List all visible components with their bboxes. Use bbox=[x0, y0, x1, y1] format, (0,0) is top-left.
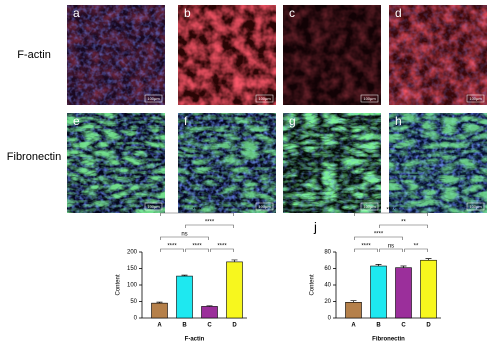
panel-label: b bbox=[184, 6, 191, 20]
significance-bracket bbox=[404, 248, 428, 252]
micrograph-texture bbox=[178, 5, 276, 105]
micrograph-texture bbox=[389, 5, 487, 105]
error-bar bbox=[400, 265, 407, 268]
bar bbox=[370, 265, 387, 319]
y-axis-label: Content bbox=[116, 274, 122, 295]
panel-label: h bbox=[395, 114, 402, 128]
y-tick-label: 100 bbox=[127, 283, 138, 289]
scale-bar-box bbox=[144, 94, 163, 103]
significance-label: **** bbox=[192, 244, 202, 250]
panel-label: g bbox=[289, 114, 296, 128]
micrograph-texture bbox=[283, 5, 381, 105]
x-tick-label: A bbox=[351, 323, 356, 329]
scale-bar-box bbox=[144, 202, 163, 211]
error-bar bbox=[231, 259, 238, 262]
bar bbox=[420, 259, 437, 319]
bar bbox=[226, 261, 243, 319]
scale-bar-label: 100μm bbox=[363, 96, 376, 101]
significance-bracket bbox=[354, 248, 378, 252]
significance-label: ** bbox=[414, 244, 419, 250]
x-tick-label: B bbox=[376, 323, 381, 329]
significance-label: ns bbox=[181, 232, 187, 238]
row-label: Fibronectin bbox=[7, 151, 61, 163]
micrograph-texture bbox=[67, 113, 165, 213]
micrograph-texture bbox=[67, 5, 165, 105]
scale-bar-label: 100μm bbox=[363, 204, 376, 209]
scale-bar-label: 100μm bbox=[469, 204, 482, 209]
error-bar bbox=[156, 301, 163, 304]
significance-bracket bbox=[160, 212, 234, 216]
y-tick-label: 20 bbox=[324, 299, 331, 305]
significance-bracket bbox=[210, 248, 234, 252]
significance-bracket bbox=[160, 248, 184, 252]
y-tick-label: 40 bbox=[324, 283, 331, 289]
significance-label: **** bbox=[192, 208, 202, 214]
error-bar bbox=[375, 264, 382, 267]
error-bar bbox=[350, 300, 357, 303]
y-tick-label: 150 bbox=[127, 266, 138, 272]
micrograph-texture bbox=[283, 113, 381, 213]
significance-bracket bbox=[379, 248, 403, 252]
panel-label: j bbox=[313, 219, 317, 234]
x-tick-label: C bbox=[401, 323, 406, 329]
bar bbox=[395, 267, 412, 319]
scale-bar-label: 100μm bbox=[147, 204, 160, 209]
scale-bar-label: 100μm bbox=[258, 96, 271, 101]
panel-label: e bbox=[73, 114, 80, 128]
scale-bar-box bbox=[466, 94, 485, 103]
significance-label: **** bbox=[217, 244, 227, 250]
x-axis-label: Fibronectin bbox=[372, 337, 405, 343]
bar bbox=[345, 302, 362, 319]
bar bbox=[176, 275, 193, 319]
x-tick-label: A bbox=[157, 323, 162, 329]
error-bar bbox=[425, 258, 432, 261]
scale-bar-label: 100μm bbox=[469, 96, 482, 101]
scale-bar-label: 100μm bbox=[147, 96, 160, 101]
significance-label: **** bbox=[386, 208, 396, 214]
panel-label: a bbox=[73, 6, 80, 20]
y-tick-label: 60 bbox=[324, 266, 331, 272]
y-tick-label: 50 bbox=[130, 299, 137, 305]
significance-bracket bbox=[379, 224, 428, 228]
scale-bar-box bbox=[255, 94, 274, 103]
error-bar bbox=[181, 274, 188, 277]
x-tick-label: C bbox=[207, 323, 212, 329]
y-tick-label: 0 bbox=[134, 316, 138, 322]
x-axis-label: F-actin bbox=[185, 337, 205, 343]
scale-bar-box bbox=[255, 202, 274, 211]
y-tick-label: 80 bbox=[324, 250, 331, 256]
row-label: F-actin bbox=[17, 49, 51, 61]
y-tick-label: 0 bbox=[328, 316, 332, 322]
significance-bracket bbox=[185, 224, 234, 228]
bar bbox=[201, 306, 218, 319]
scale-bar-box bbox=[360, 94, 379, 103]
significance-label: **** bbox=[167, 244, 177, 250]
scale-bar-label: 100μm bbox=[258, 204, 271, 209]
significance-label: **** bbox=[205, 220, 215, 226]
scale-bar-box bbox=[466, 202, 485, 211]
significance-label: **** bbox=[374, 232, 384, 238]
significance-bracket bbox=[354, 236, 403, 240]
micrograph-texture bbox=[389, 113, 487, 213]
bar bbox=[151, 302, 168, 319]
x-tick-label: D bbox=[232, 323, 237, 329]
significance-label: ns bbox=[388, 244, 394, 250]
significance-bracket bbox=[185, 248, 209, 252]
significance-label: **** bbox=[361, 244, 371, 250]
x-tick-label: B bbox=[182, 323, 187, 329]
y-tick-label: 200 bbox=[127, 250, 138, 256]
significance-bracket bbox=[354, 212, 428, 216]
y-axis-label: Content bbox=[310, 274, 316, 295]
panel-label: d bbox=[395, 6, 402, 20]
significance-bracket bbox=[160, 236, 209, 240]
x-tick-label: D bbox=[426, 323, 431, 329]
panel-label: c bbox=[289, 6, 295, 20]
micrograph-texture bbox=[178, 113, 276, 213]
scale-bar-box bbox=[360, 202, 379, 211]
panel-label: f bbox=[184, 114, 188, 128]
significance-label: ** bbox=[401, 220, 406, 226]
error-bar bbox=[206, 305, 213, 307]
